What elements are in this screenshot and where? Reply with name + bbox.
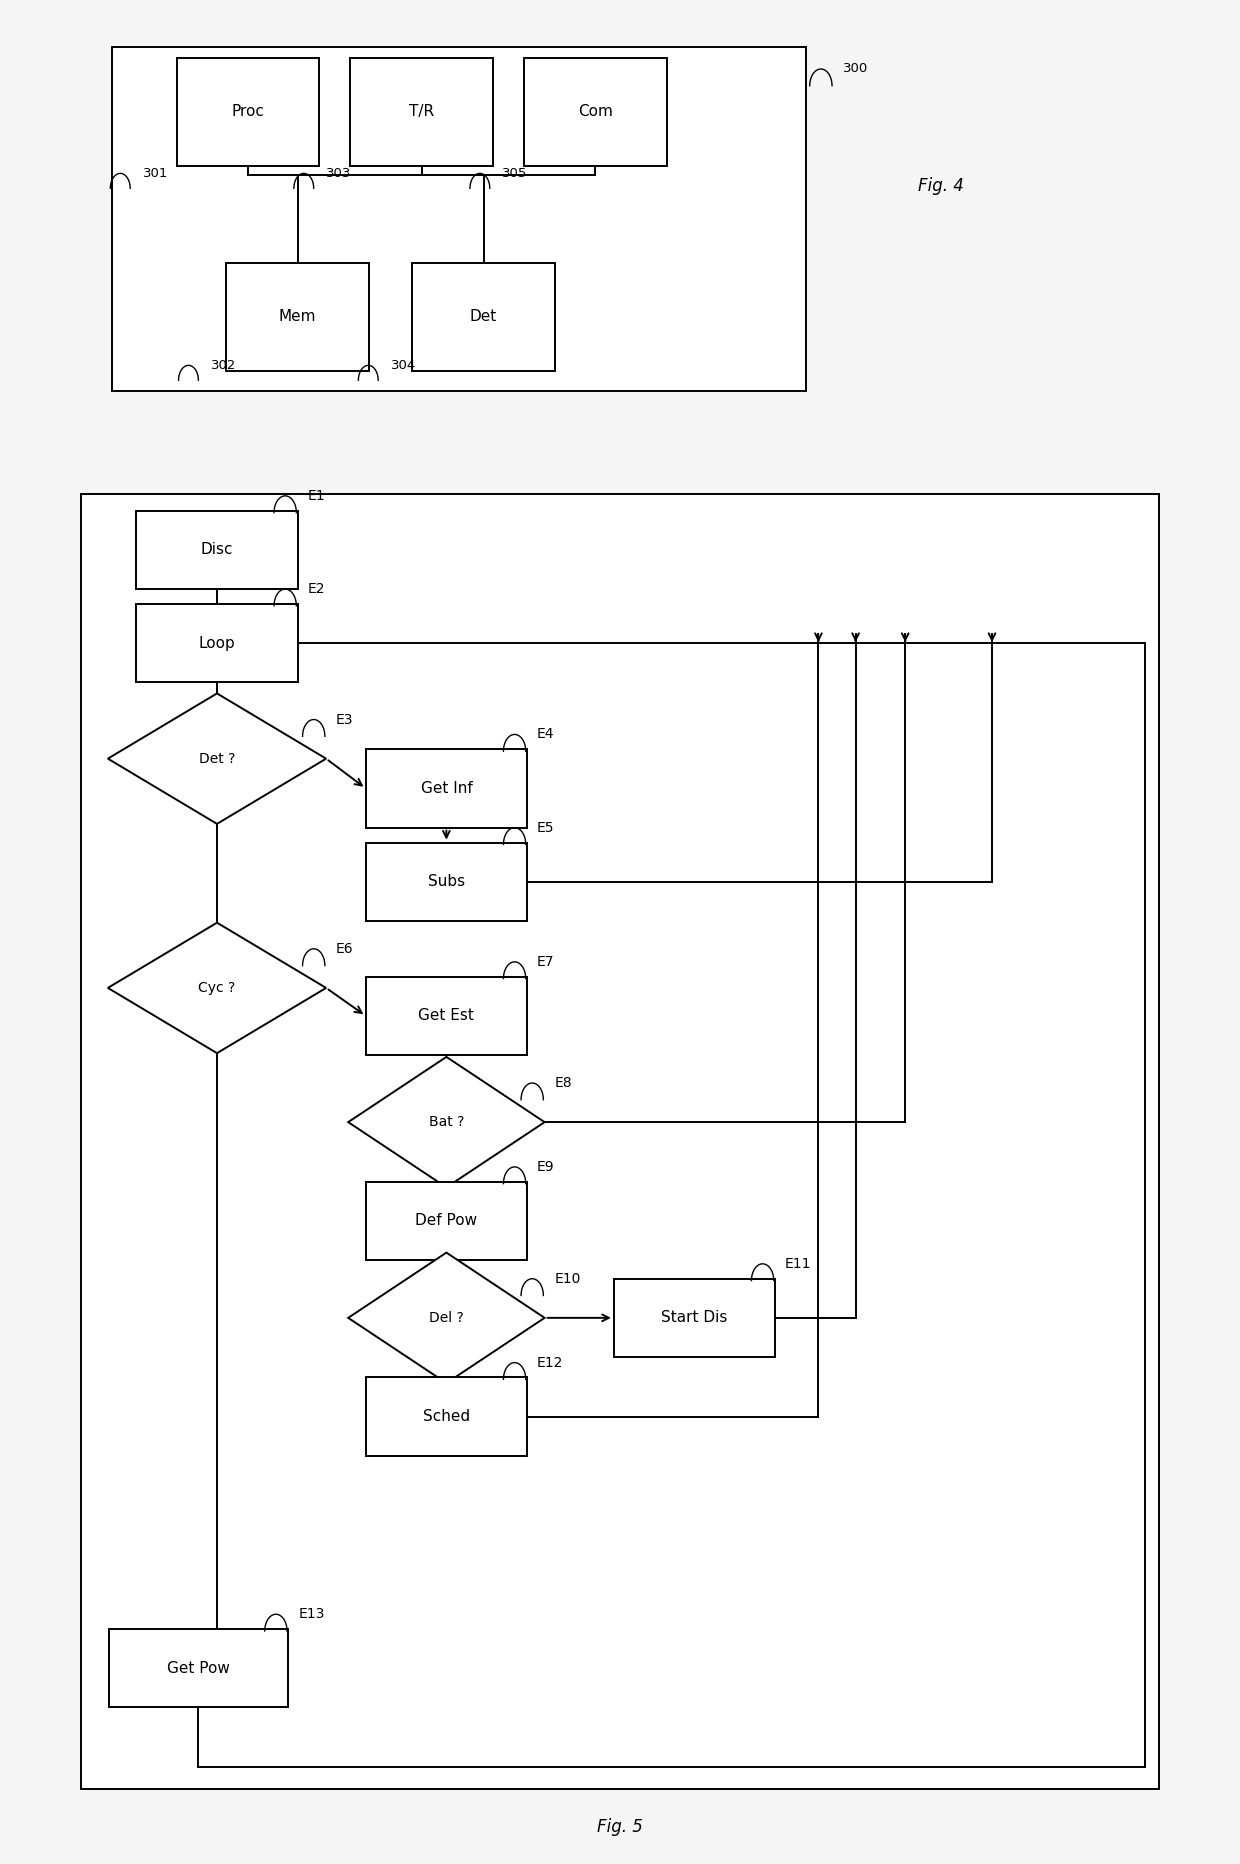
Text: Bat ?: Bat ?: [429, 1115, 464, 1130]
Text: 304: 304: [391, 360, 415, 371]
Bar: [366, 749, 527, 828]
Bar: [366, 843, 527, 921]
Text: Cyc ?: Cyc ?: [198, 980, 236, 995]
Text: 300: 300: [843, 63, 868, 75]
Text: Fig. 4: Fig. 4: [918, 177, 963, 196]
Text: Sched: Sched: [423, 1409, 470, 1424]
Text: E4: E4: [537, 727, 554, 742]
Bar: [351, 58, 492, 166]
Polygon shape: [108, 923, 326, 1053]
Bar: [136, 604, 298, 682]
Polygon shape: [348, 1253, 544, 1383]
Text: E1: E1: [308, 488, 325, 503]
Text: Proc: Proc: [232, 104, 264, 119]
Text: E7: E7: [537, 954, 554, 969]
Text: E13: E13: [298, 1607, 325, 1622]
Text: Loop: Loop: [198, 636, 236, 651]
Text: Fig. 5: Fig. 5: [598, 1817, 642, 1836]
Text: E9: E9: [537, 1159, 554, 1174]
Text: E12: E12: [537, 1355, 563, 1370]
Polygon shape: [348, 1057, 544, 1187]
Text: E11: E11: [785, 1256, 811, 1271]
Text: E5: E5: [537, 820, 554, 835]
Text: Del ?: Del ?: [429, 1310, 464, 1325]
Text: Def Pow: Def Pow: [415, 1213, 477, 1228]
Text: E10: E10: [554, 1271, 580, 1286]
Text: Det ?: Det ?: [198, 751, 236, 766]
Text: E3: E3: [336, 712, 353, 727]
Bar: [366, 1377, 527, 1456]
Text: 301: 301: [143, 168, 167, 179]
Text: Get Inf: Get Inf: [420, 781, 472, 796]
Bar: [112, 47, 806, 391]
Text: Det: Det: [470, 309, 497, 324]
Text: Get Pow: Get Pow: [167, 1661, 229, 1676]
Text: 305: 305: [502, 168, 527, 179]
Bar: [614, 1279, 775, 1357]
Bar: [366, 977, 527, 1055]
Text: Disc: Disc: [201, 542, 233, 557]
Bar: [226, 263, 370, 371]
Text: Start Dis: Start Dis: [661, 1310, 728, 1325]
Text: E2: E2: [308, 582, 325, 596]
Bar: [177, 58, 320, 166]
Text: Subs: Subs: [428, 874, 465, 889]
Text: Mem: Mem: [279, 309, 316, 324]
Text: E6: E6: [336, 941, 353, 956]
Bar: [523, 58, 667, 166]
Text: Get Est: Get Est: [418, 1008, 475, 1023]
Polygon shape: [108, 693, 326, 824]
Text: 302: 302: [211, 360, 236, 371]
Text: E8: E8: [554, 1076, 572, 1090]
Bar: [81, 494, 1159, 1789]
Text: Com: Com: [578, 104, 613, 119]
Text: 303: 303: [326, 168, 351, 179]
Text: T/R: T/R: [409, 104, 434, 119]
Bar: [412, 263, 556, 371]
Bar: [136, 511, 298, 589]
Bar: [109, 1629, 288, 1707]
Bar: [366, 1182, 527, 1260]
